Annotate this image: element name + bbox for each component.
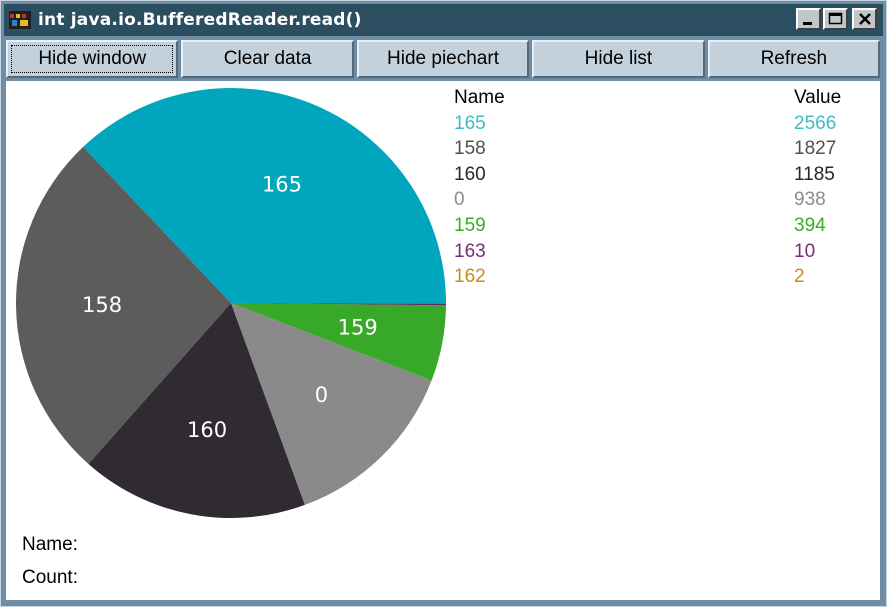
- list-item[interactable]: 158 1827: [454, 138, 854, 164]
- pie-slice-label: 0: [315, 383, 328, 407]
- close-icon[interactable]: [852, 8, 877, 30]
- list-item[interactable]: 0 938: [454, 189, 854, 215]
- window-title: int java.io.BufferedReader.read(): [38, 10, 362, 30]
- clear-data-button[interactable]: Clear data: [181, 40, 354, 78]
- pie-chart[interactable]: 165 158 160 0 159: [6, 81, 451, 526]
- pie-slice-label: 159: [338, 315, 378, 339]
- pie-slice-160[interactable]: [88, 303, 305, 518]
- hide-window-button[interactable]: Hide window: [6, 40, 179, 78]
- list-item-name: 162: [454, 266, 486, 288]
- list-item-value: 2: [794, 266, 805, 288]
- list-header: Name Value: [454, 87, 854, 113]
- pie-slice-label: 158: [82, 293, 122, 317]
- list-item-value: 10: [794, 240, 816, 262]
- refresh-button[interactable]: Refresh: [707, 40, 881, 78]
- toolbar: Hide window Clear data Hide piechart Hid…: [6, 40, 881, 78]
- list-item-value: 394: [794, 214, 826, 236]
- list-item-value: 1185: [794, 163, 835, 185]
- pie-slice-165[interactable]: [83, 87, 447, 303]
- name-label: Name:: [22, 534, 78, 555]
- title-bar[interactable]: int java.io.BufferedReader.read(): [4, 4, 883, 36]
- list-item[interactable]: 163 10: [454, 241, 854, 267]
- hide-piechart-button[interactable]: Hide piechart: [356, 40, 530, 78]
- list-item-name: 165: [454, 112, 486, 134]
- minimize-icon[interactable]: [796, 8, 821, 30]
- list-item-value: 1827: [794, 138, 837, 160]
- list-item-value: 2566: [794, 112, 837, 134]
- list-item[interactable]: 159 394: [454, 215, 854, 241]
- list-item[interactable]: 162 2: [454, 266, 854, 292]
- list-header-name: Name: [454, 87, 505, 108]
- count-label: Count:: [22, 567, 78, 588]
- list-item-name: 163: [454, 240, 486, 262]
- maximize-icon[interactable]: [823, 8, 848, 30]
- window-controls: [796, 8, 877, 30]
- list-item-name: 158: [454, 138, 486, 160]
- list-item[interactable]: 165 2566: [454, 113, 854, 139]
- pie-slice-label: 160: [187, 418, 227, 442]
- list-item-name: 160: [454, 163, 486, 185]
- pie-slice-163[interactable]: [231, 303, 446, 306]
- hide-list-button[interactable]: Hide list: [532, 40, 705, 78]
- list-rows: 165 2566 158 1827 160 1185 0 938 159 394 163 10 162 2: [454, 113, 854, 292]
- list-item-name: 0: [454, 189, 465, 211]
- list-item-value: 938: [794, 189, 826, 211]
- app-icon: [8, 8, 32, 32]
- pie-slice-158[interactable]: [15, 146, 232, 464]
- value-list: Name Value 165 2566 158 1827 160 1185 0 938 159 3…: [454, 87, 854, 292]
- list-header-value: Value: [794, 87, 842, 108]
- client-area: 165 158 160 0 159 Name Value 165 2566 158 1827 1…: [6, 81, 880, 600]
- pie-slice-0[interactable]: [231, 303, 432, 505]
- pie-slice-label: 165: [262, 172, 302, 196]
- pie-slice-159[interactable]: [231, 303, 446, 381]
- list-item-name: 159: [454, 214, 486, 236]
- list-item[interactable]: 160 1185: [454, 164, 854, 190]
